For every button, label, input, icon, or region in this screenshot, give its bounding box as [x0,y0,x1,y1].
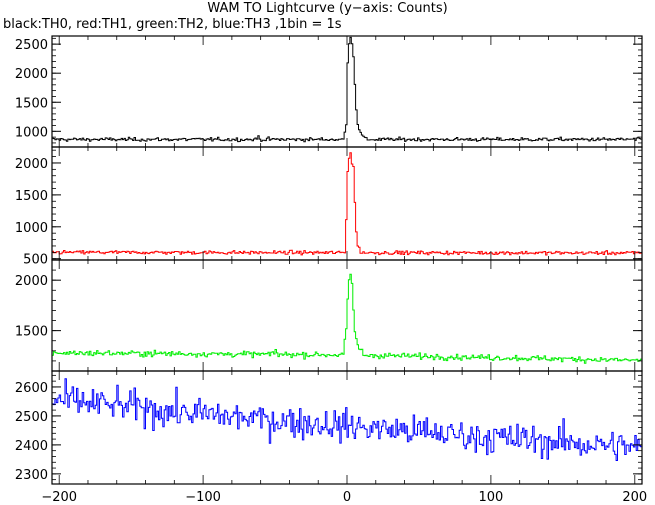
y-tick-label: 1500 [15,96,48,111]
y-tick-label: 2500 [15,410,48,425]
y-tick-label: 2000 [15,157,48,172]
y-tick-label: 1500 [15,189,48,204]
y-tick-label: 1500 [15,325,48,340]
x-tick-label: 100 [478,490,503,505]
series-line-th0 [52,36,642,143]
y-tick-label: 1000 [15,221,48,236]
chart-subtitle: black:TH0, red:TH1, green:TH2, blue:TH3 … [3,17,342,32]
y-tick-label: 2000 [15,67,48,82]
y-tick-label: 1000 [15,125,48,140]
x-tick-label: −200 [41,490,77,505]
y-tick-label: 2000 [15,274,48,289]
x-tick-label: −100 [185,490,221,505]
y-tick-label: 500 [23,253,48,268]
x-tick-label: 0 [343,490,351,505]
series-line-th3 [52,378,642,461]
y-tick-label: 2400 [15,439,48,454]
y-tick-label: 2300 [15,468,48,483]
y-tick-label: 2500 [15,38,48,53]
series-line-th2 [52,273,642,364]
x-tick-label: 200 [622,490,647,505]
chart-title: WAM TO Lightcurve (y−axis: Counts) [207,1,448,16]
series-line-th1 [52,152,642,256]
y-tick-label: 2600 [15,381,48,396]
